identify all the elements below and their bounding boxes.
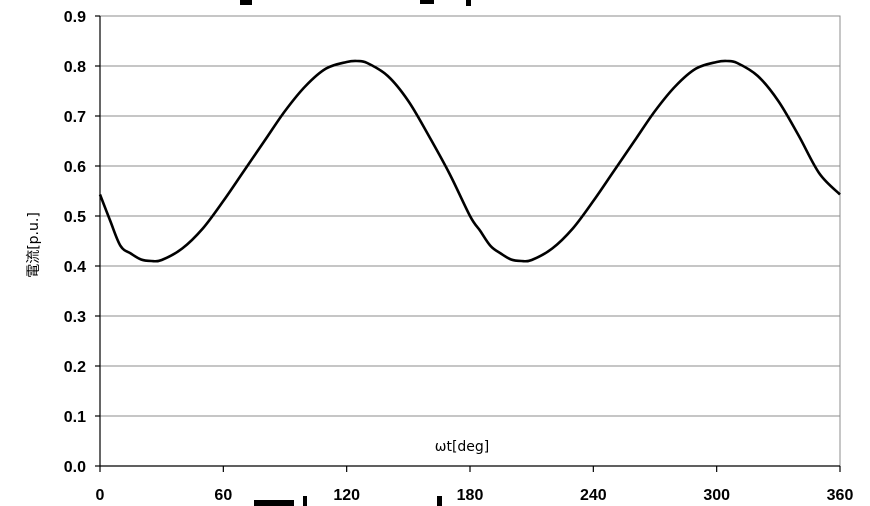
cropped-text-fragment-top [420, 0, 434, 4]
cropped-text-fragment-bottom [303, 496, 307, 506]
cropped-text-fragment-top [240, 0, 252, 5]
gridlines [100, 65, 840, 417]
y-tick-label: 0.7 [64, 109, 86, 126]
current-series-line [98, 59, 841, 263]
x-tick-label: 240 [580, 487, 607, 504]
cropped-text-fragment-top [466, 0, 471, 6]
x-axis-label: ωt[deg] [435, 439, 490, 455]
y-tick-labels: 0.0 0.1 0.2 0.3 0.4 0.5 0.6 0.7 0.8 0.9 [64, 9, 86, 476]
x-tick-labels: 0 60 120 180 240 300 360 [96, 487, 854, 504]
y-axis-label: 電流[p.u.] [26, 212, 42, 278]
cropped-text-fragment-bottom [437, 496, 442, 506]
y-tick-label: 0.0 [64, 459, 86, 476]
x-tick-label: 180 [457, 487, 484, 504]
y-tick-label: 0.3 [64, 309, 86, 326]
y-tick-label: 0.6 [64, 159, 86, 176]
y-tick-label: 0.1 [64, 409, 86, 426]
y-tick-label: 0.4 [64, 259, 86, 276]
cropped-text-fragment-bottom [254, 500, 294, 506]
y-tick-label: 0.5 [64, 209, 86, 226]
x-tick-label: 120 [333, 487, 360, 504]
x-tick-label: 60 [214, 487, 232, 504]
plot-frame [99, 15, 841, 467]
tick-marks [95, 15, 841, 472]
x-tick-label: 360 [827, 487, 854, 504]
x-tick-label: 0 [96, 487, 105, 504]
x-tick-label: 300 [703, 487, 730, 504]
y-tick-label: 0.9 [64, 9, 86, 26]
y-tick-label: 0.8 [64, 59, 86, 76]
y-tick-label: 0.2 [64, 359, 86, 376]
